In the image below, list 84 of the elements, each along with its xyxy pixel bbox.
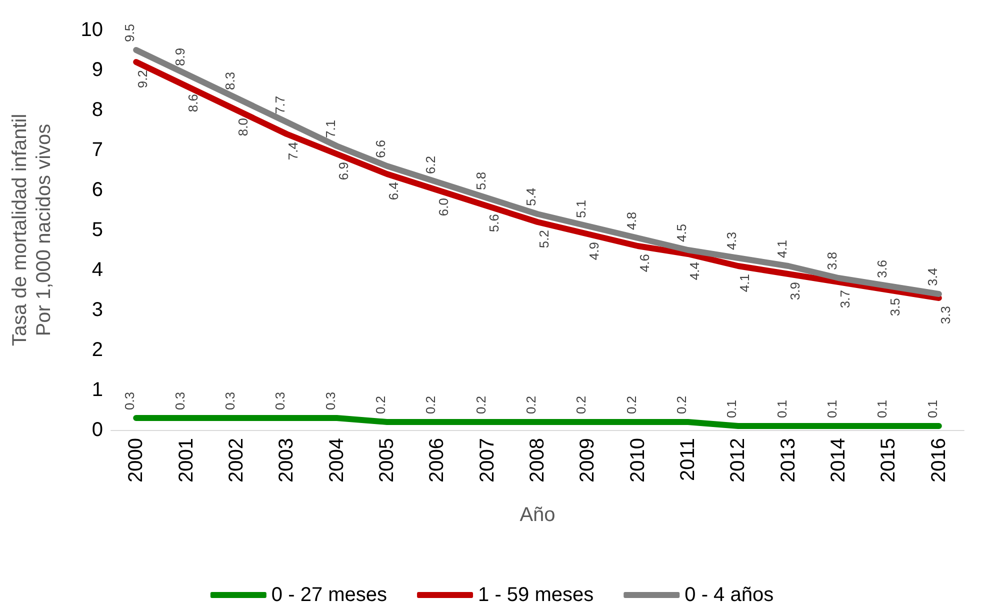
x-axis-title: Año — [520, 504, 556, 526]
data-label: 0.2 — [574, 396, 589, 414]
data-label: 3.8 — [824, 252, 840, 270]
data-label: 0.3 — [222, 392, 238, 410]
data-label: 6.0 — [436, 198, 452, 216]
x-tick-label: 2012 — [727, 438, 750, 482]
x-tick-label: 2010 — [626, 438, 649, 482]
x-tick-label: 2000 — [125, 438, 148, 482]
data-label: 0.3 — [272, 392, 288, 410]
data-label: 4.1 — [737, 274, 752, 292]
y-tick-label: 1 — [92, 379, 103, 401]
data-label: 4.4 — [687, 262, 702, 280]
data-label: 3.4 — [924, 268, 940, 286]
x-tick-label: 2001 — [175, 438, 198, 482]
data-label: 0.3 — [122, 392, 138, 410]
data-label: 4.3 — [724, 232, 740, 250]
data-label: 0.3 — [322, 392, 338, 410]
x-tick-label: 2002 — [225, 438, 248, 482]
data-label: 0.1 — [874, 400, 890, 418]
data-label: 6.6 — [372, 140, 388, 158]
data-label: 4.5 — [674, 224, 690, 242]
x-tick-label: 2004 — [326, 438, 348, 482]
x-tick-label: 2008 — [526, 438, 548, 482]
y-tick-label: 6 — [92, 179, 103, 201]
y-tick-label: 8 — [92, 99, 103, 121]
y-tick-label: 5 — [92, 219, 103, 241]
y-tick-label: 10 — [80, 19, 103, 41]
data-label: 8.0 — [235, 118, 250, 136]
data-label: 5.2 — [536, 230, 552, 248]
data-label: 7.7 — [272, 96, 288, 114]
data-label: 3.7 — [838, 290, 853, 308]
data-label: 0.2 — [524, 396, 538, 414]
data-label: 0.2 — [372, 396, 388, 414]
data-label: 3.3 — [938, 306, 953, 324]
data-label: 0.2 — [624, 396, 639, 414]
x-tick-label: 2013 — [777, 438, 800, 482]
y-tick-label: 3 — [92, 299, 103, 321]
data-label: 7.4 — [286, 142, 301, 160]
legend-label: 0 - 27 meses — [271, 584, 388, 606]
y-tick-label: 4 — [92, 259, 103, 281]
x-tick-label: 2011 — [677, 438, 700, 482]
x-tick-label: 2005 — [376, 438, 398, 482]
x-tick-label: 2003 — [276, 438, 298, 482]
data-label: 0.1 — [924, 400, 940, 418]
y-tick-label: 0 — [92, 419, 103, 441]
data-label: 0.2 — [473, 396, 488, 414]
y-axis-title: Tasa de mortalidad infantil Por 1,000 nacidos vivos — [9, 114, 55, 346]
data-label: 5.8 — [473, 172, 488, 190]
data-label: 7.1 — [322, 120, 338, 138]
data-label: 6.9 — [336, 162, 351, 180]
data-label: 6.2 — [423, 156, 438, 174]
y-tick-label: 2 — [92, 339, 103, 361]
data-label: 3.5 — [888, 298, 903, 316]
x-tick-label: 2015 — [878, 438, 900, 482]
data-label: 4.8 — [624, 212, 639, 230]
y-tick-label: 9 — [92, 59, 103, 81]
data-label: 9.2 — [135, 70, 150, 88]
data-label: 0.3 — [172, 392, 188, 410]
data-label: 5.4 — [524, 188, 538, 206]
data-label: 3.6 — [874, 260, 890, 278]
data-label: 0.2 — [674, 396, 690, 414]
legend-label: 0 - 4 años — [684, 584, 774, 606]
y-tick-label: 7 — [92, 139, 103, 161]
x-tick-label: 2014 — [828, 438, 850, 482]
data-label: 8.3 — [222, 72, 238, 90]
data-label: 4.6 — [636, 254, 652, 272]
data-label: 5.6 — [486, 214, 502, 232]
legend-label: 1 - 59 meses — [478, 584, 594, 606]
data-label: 9.5 — [122, 24, 138, 42]
data-label: 3.9 — [787, 282, 802, 300]
data-label: 0.1 — [824, 400, 840, 418]
data-label: 4.9 — [586, 242, 602, 260]
data-label: 0.1 — [724, 400, 740, 418]
x-tick-label: 2016 — [928, 438, 950, 482]
x-tick-label: 2007 — [476, 438, 498, 482]
x-tick-label: 2006 — [426, 438, 448, 482]
data-label: 5.1 — [574, 200, 589, 218]
data-label: 8.9 — [172, 48, 188, 66]
data-label: 8.6 — [185, 94, 200, 112]
data-label: 0.2 — [423, 396, 438, 414]
data-label: 0.1 — [774, 400, 790, 418]
x-tick-label: 2009 — [576, 438, 599, 482]
data-label: 4.1 — [774, 240, 790, 258]
data-label: 6.4 — [386, 182, 401, 200]
